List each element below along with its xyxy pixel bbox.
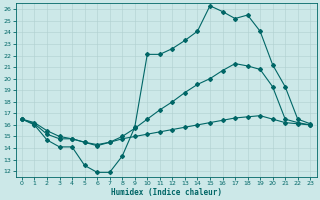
X-axis label: Humidex (Indice chaleur): Humidex (Indice chaleur) [111, 188, 221, 197]
